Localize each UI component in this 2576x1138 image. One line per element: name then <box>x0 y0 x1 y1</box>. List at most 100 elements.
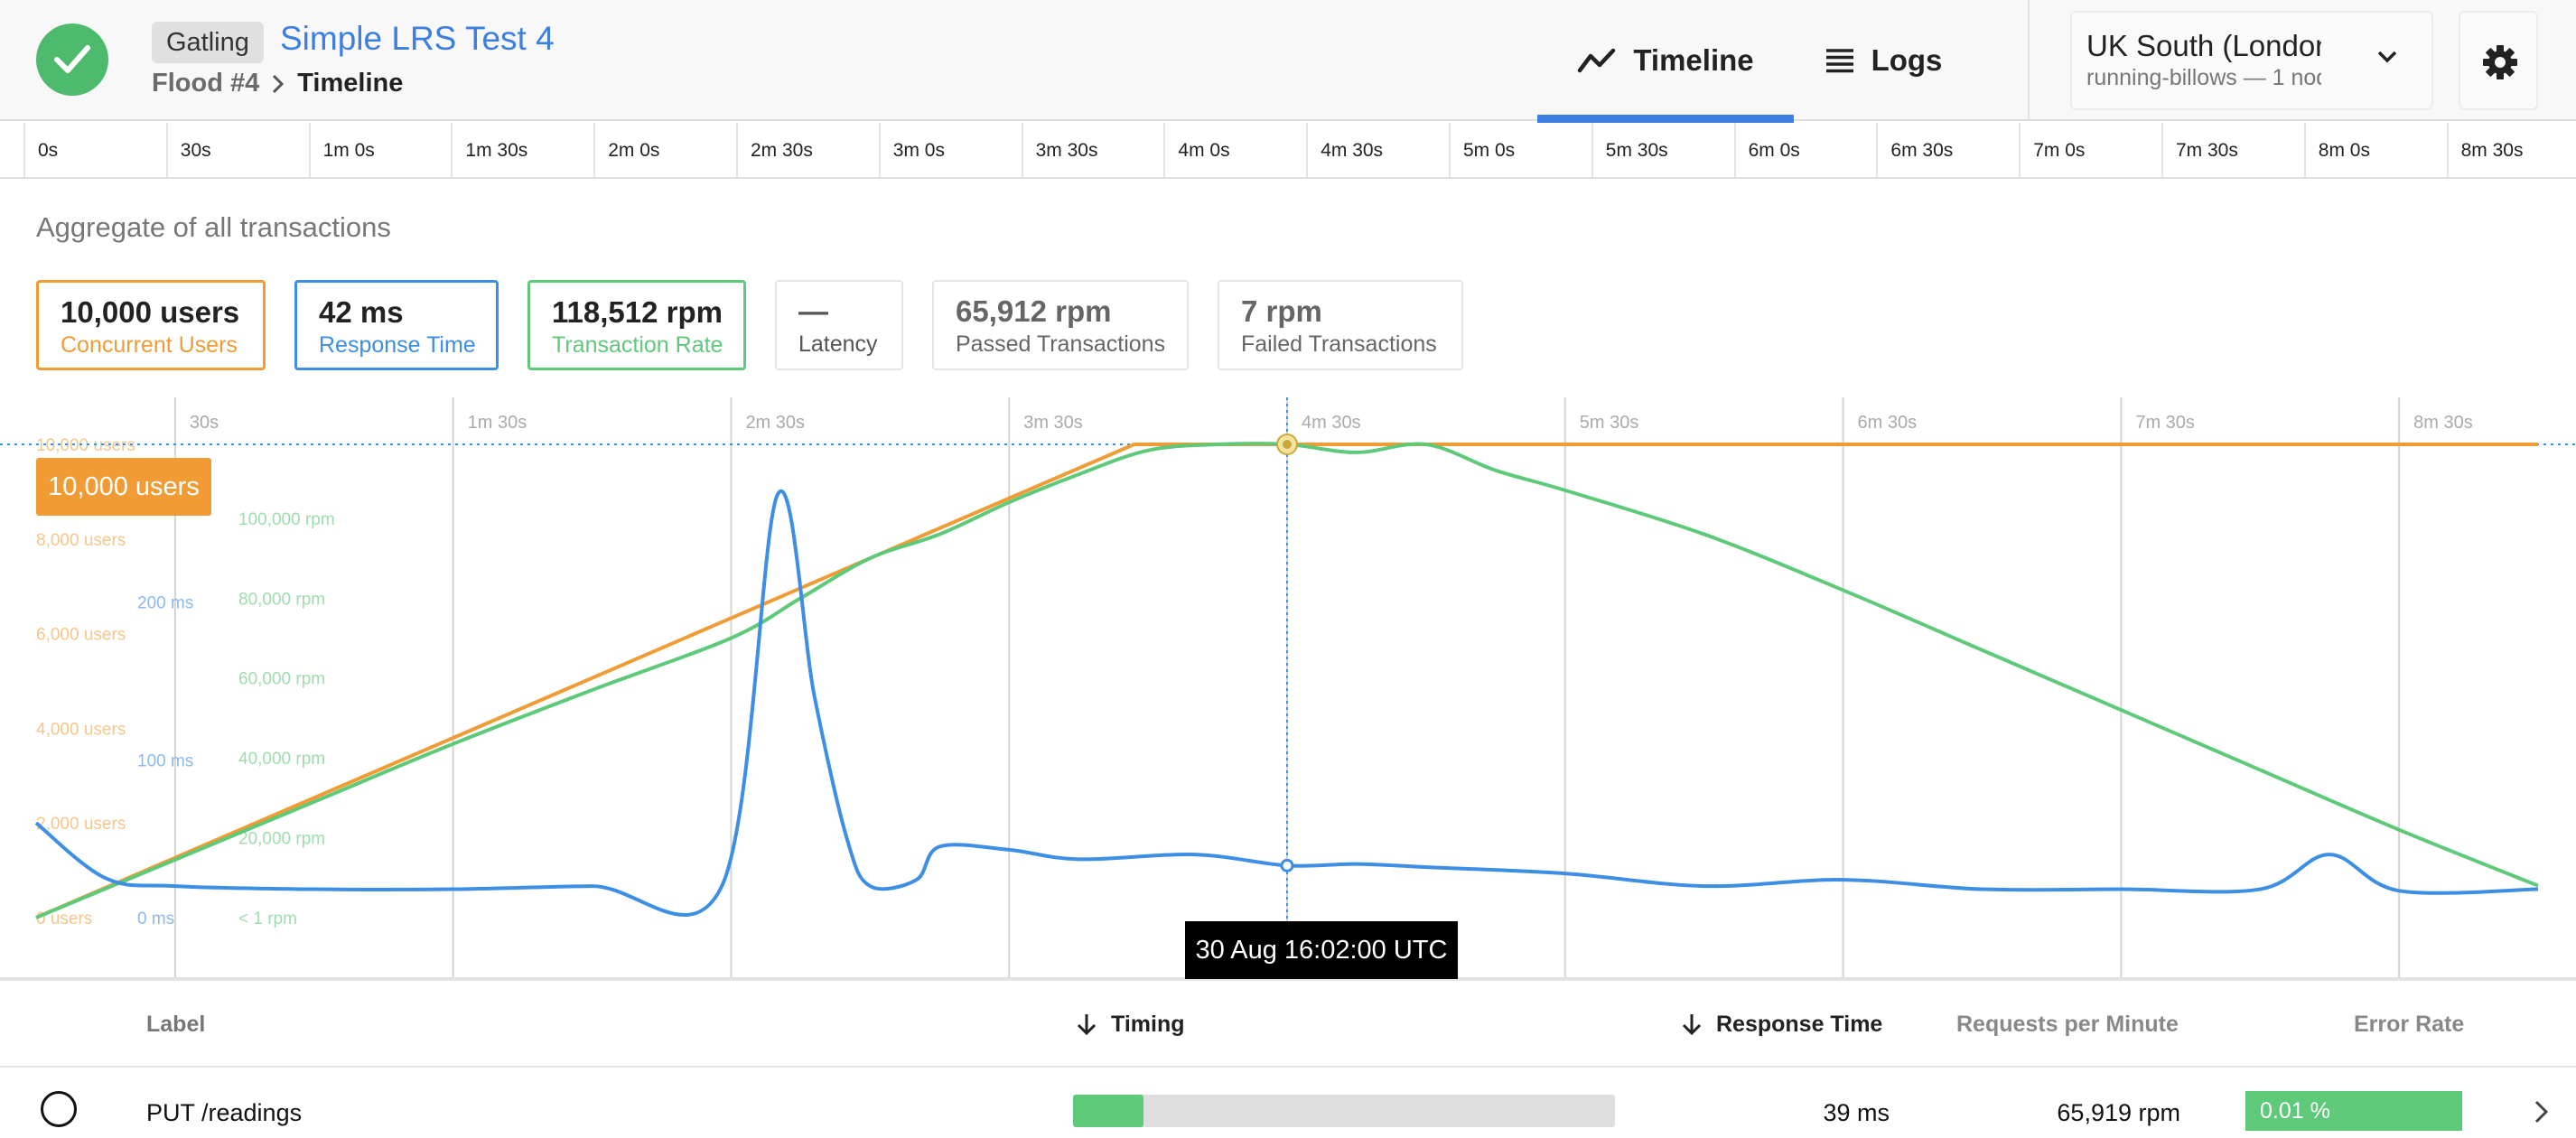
y-tick-label: 6,000 users <box>36 626 126 645</box>
y-tick-label: 2,000 users <box>36 815 126 834</box>
header-divider <box>2028 0 2030 121</box>
tab-logs-label: Logs <box>1871 43 1943 77</box>
metric-passed-transactions[interactable]: 65,912 rpm Passed Transactions <box>932 280 1189 370</box>
time-ruler-tick: 3m 0s <box>878 123 945 177</box>
series-line-concurrent-users <box>35 443 2538 919</box>
settings-button[interactable] <box>2459 11 2538 110</box>
time-ruler-tick: 8m 30s <box>2446 123 2523 177</box>
y-tick-label: 100,000 rpm <box>238 510 335 529</box>
time-ruler-tick: 1m 0s <box>308 123 375 177</box>
time-ruler-tick: 4m 30s <box>1306 123 1383 177</box>
metric-concurrent-users[interactable]: 10,000 users Concurrent Users <box>36 280 266 370</box>
series-line-response-time <box>34 490 2539 918</box>
time-ruler-tick: 8m 0s <box>2303 123 2370 177</box>
x-tick-label: 1m 30s <box>468 413 527 433</box>
x-tick-label: 8m 30s <box>2413 413 2473 433</box>
row-error-rate-badge: 0.01 % <box>2245 1091 2462 1131</box>
crosshair-marker-users-dot <box>1283 440 1292 449</box>
y-tick-label: 0 users <box>36 909 92 928</box>
timing-bar-fill <box>1073 1095 1143 1127</box>
breadcrumb: Flood #4 Timeline <box>152 69 403 98</box>
column-header-timing-label: Timing <box>1111 1012 1185 1037</box>
aggregate-title: Aggregate of all transactions <box>36 211 391 243</box>
breadcrumb-current: Timeline <box>297 69 404 98</box>
y-tick-label: 4,000 users <box>36 720 126 739</box>
y-tick-label: 0 ms <box>137 909 174 928</box>
metric-value: — <box>798 294 828 328</box>
x-tick-label: 7m 30s <box>2135 413 2195 433</box>
y-tick-label: 60,000 rpm <box>238 670 325 689</box>
metric-failed-transactions[interactable]: 7 rpm Failed Transactions <box>1218 280 1463 370</box>
column-header-timing[interactable]: Timing <box>1077 981 1184 1068</box>
crosshair-marker-response <box>1280 858 1294 872</box>
chevron-down-icon <box>2377 51 2397 63</box>
metric-label: Transaction Rate <box>552 332 723 358</box>
metric-latency[interactable]: — Latency <box>775 280 903 370</box>
x-tick-label: 3m 30s <box>1023 413 1083 433</box>
metric-value: 65,912 rpm <box>956 294 1112 328</box>
x-tick-label: 2m 30s <box>745 413 805 433</box>
time-ruler-tick: 7m 30s <box>2161 123 2238 177</box>
time-ruler-tick: 1m 30s <box>451 123 527 177</box>
time-ruler-tick: 2m 30s <box>736 123 813 177</box>
column-header-rpm[interactable]: Requests per Minute <box>1956 1012 2179 1037</box>
time-ruler-tick: 3m 30s <box>1021 123 1097 177</box>
row-label: PUT /readings <box>146 1099 303 1126</box>
column-header-error-rate[interactable]: Error Rate <box>2354 1012 2465 1037</box>
tab-timeline[interactable]: Timeline <box>1537 0 1794 123</box>
metric-value: 7 rpm <box>1241 294 1322 328</box>
metric-label: Passed Transactions <box>956 331 1166 357</box>
x-tick-label: 6m 30s <box>1858 413 1918 433</box>
column-header-response-time[interactable]: Response Time <box>1682 981 1882 1068</box>
time-ruler-tick: 2m 0s <box>593 123 659 177</box>
row-select-radio[interactable] <box>41 1091 77 1127</box>
series-line-transaction-rate <box>35 442 2539 919</box>
time-ruler-tick: 6m 0s <box>1733 123 1800 177</box>
app-header: Gatling Simple LRS Test 4 Flood #4 Timel… <box>0 0 2576 123</box>
chevron-right-icon <box>273 74 285 93</box>
y-tick-label: 80,000 rpm <box>238 590 325 609</box>
users-flag: 10,000 users <box>36 458 211 516</box>
region-grid-name: running-billows — 1 node <box>2086 65 2321 90</box>
status-success-icon <box>36 23 108 96</box>
time-ruler-tick: 0s <box>23 123 58 177</box>
metric-transaction-rate[interactable]: 118,512 rpm Transaction Rate <box>527 280 746 370</box>
table-row[interactable]: PUT /readings 39 ms 65,919 rpm 0.01 % <box>0 1069 2576 1138</box>
metric-label: Response Time <box>319 332 476 358</box>
time-ruler-tick: 4m 0s <box>1163 123 1230 177</box>
y-tick-label: 20,000 rpm <box>238 830 325 849</box>
y-tick-label: < 1 rpm <box>238 909 297 928</box>
tab-timeline-label: Timeline <box>1633 43 1754 77</box>
region-select[interactable]: UK South (London) running-billows — 1 no… <box>2070 11 2433 110</box>
timing-bar <box>1073 1095 1615 1127</box>
time-ruler-tick: 5m 30s <box>1591 123 1668 177</box>
transactions-table-header: Label Timing Response Time Requests per … <box>0 979 2576 1068</box>
tool-badge: Gatling <box>152 22 264 63</box>
metric-response-time[interactable]: 42 ms Response Time <box>294 280 499 370</box>
metric-label: Latency <box>798 331 878 357</box>
time-ruler-tick: 5m 0s <box>1449 123 1515 177</box>
x-tick-label: 30s <box>190 413 219 433</box>
time-ruler-tick: 7m 0s <box>2019 123 2085 177</box>
time-ruler[interactable]: 0s 30s 1m 0s 1m 30s 2m 0s 2m 30s 3m 0s 3m 30s 4m… <box>0 123 2576 179</box>
tab-logs[interactable]: Logs <box>1806 0 1960 121</box>
y-tick-label: 10,000 users <box>36 436 135 455</box>
timeline-chart[interactable]: 30s 1m 30s 2m 30s 3m 30s 4m 30s 5m 30s 6m 30s 7… <box>0 397 2576 979</box>
list-icon <box>1825 49 1853 73</box>
y-tick-label: 100 ms <box>137 751 193 770</box>
test-title-link[interactable]: Simple LRS Test 4 <box>280 20 555 57</box>
chevron-right-icon[interactable] <box>2534 1100 2549 1124</box>
x-tick-label: 4m 30s <box>1302 413 1361 433</box>
arrow-down-icon <box>1077 1014 1097 1036</box>
y-tick-label: 8,000 users <box>36 531 126 550</box>
y-tick-label: 40,000 rpm <box>238 750 325 769</box>
metric-value: 10,000 users <box>61 295 240 329</box>
row-requests-per-minute: 65,919 rpm <box>2057 1099 2180 1126</box>
metric-label: Failed Transactions <box>1241 331 1437 357</box>
time-ruler-tick: 30s <box>165 123 211 177</box>
x-tick-label: 5m 30s <box>1580 413 1639 433</box>
region-name: UK South (London) <box>2086 29 2321 62</box>
column-header-label[interactable]: Label <box>146 1012 206 1037</box>
breadcrumb-flood[interactable]: Flood #4 <box>152 69 260 98</box>
metric-value: 42 ms <box>319 295 404 329</box>
